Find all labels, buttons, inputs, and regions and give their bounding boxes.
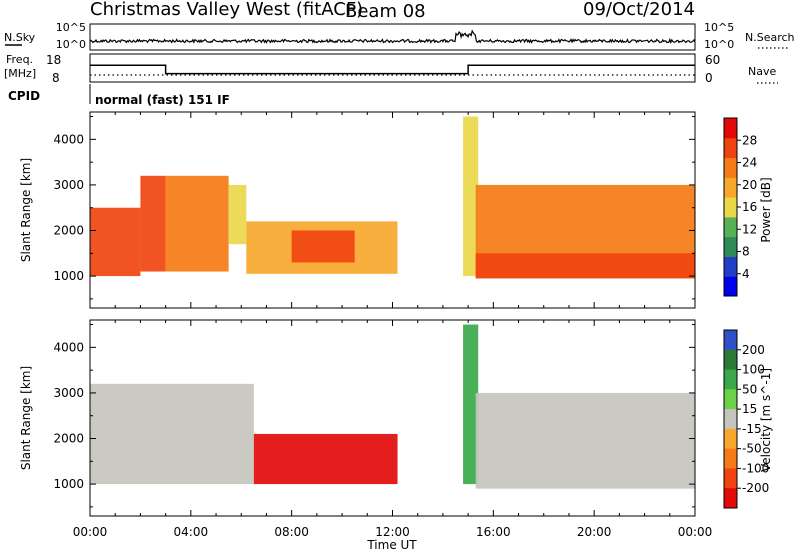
date-title: 09/Oct/2014 — [583, 0, 695, 20]
colorbar-segment — [724, 349, 737, 371]
colorbar-segment — [724, 468, 737, 489]
heatmap-cell — [475, 392, 695, 489]
colorbar-segment — [724, 369, 737, 390]
colorbar-tick-label: -15 — [742, 422, 762, 436]
colorbar-segment — [724, 428, 737, 450]
colorbar-segment — [724, 276, 737, 297]
y-tick-label: 3000 — [53, 386, 84, 400]
colorbar-segment — [724, 488, 737, 509]
colorbar-segment — [724, 118, 737, 139]
colorbar-segment — [724, 157, 737, 178]
y-tick-label: 1000 — [53, 477, 84, 491]
freq-trace — [90, 64, 695, 76]
heatmap-cell — [463, 116, 479, 277]
colorbar-segment — [724, 137, 737, 159]
heatmap-cell — [90, 207, 141, 277]
y-tick-label: 1000 — [53, 269, 84, 283]
nave-label: Nave — [748, 65, 776, 78]
colorbar-segment — [724, 177, 737, 198]
heatmap-cell — [291, 230, 355, 263]
y-tick-label: 4000 — [53, 132, 84, 146]
power-colorbar: 28 24 20 16 12 8 4 — [723, 117, 757, 297]
cpid-text: normal (fast) 151 IF — [95, 93, 230, 107]
power-heatmap — [90, 116, 695, 279]
heatmap-cell — [140, 175, 166, 272]
colorbar-tick-label: 20 — [742, 178, 757, 192]
colorbar-segment — [724, 216, 737, 238]
colorbar-segment — [724, 389, 737, 410]
noise-right-tick-bottom: 10^0 — [704, 38, 734, 51]
frequency-series — [90, 64, 695, 75]
heatmap-cell — [463, 324, 479, 485]
colorbar-frame — [723, 329, 738, 509]
x-axis-label: Time UT — [366, 538, 417, 552]
colorbar-tick-label: 28 — [742, 133, 757, 147]
beam-title: Beam 08 — [345, 1, 426, 22]
colorbar-tick-label: 12 — [742, 222, 757, 236]
colorbar-segment — [724, 409, 737, 430]
power-colorbar-label: Power [dB] — [759, 177, 773, 242]
noise-left-tick-top: 10^5 — [56, 21, 86, 34]
nave-tick-bottom: 0 — [705, 71, 713, 85]
cpid-label: CPID — [8, 89, 40, 103]
nsearch-label: N.Search — [745, 31, 795, 44]
heatmap-cell — [165, 175, 229, 272]
freq-label-2: [MHz] — [4, 67, 36, 80]
x-tick-label: 04:00 — [174, 525, 209, 539]
x-tick-label: 20:00 — [577, 525, 612, 539]
noise-series — [89, 29, 696, 45]
y-tick-label: 4000 — [53, 340, 84, 354]
x-tick-label: 00:00 — [73, 525, 108, 539]
heatmap-cell — [475, 253, 695, 279]
colorbar-tick-label: 4 — [742, 267, 750, 281]
nsky-label: N.Sky — [4, 31, 36, 44]
colorbar-tick-label: -100 — [742, 461, 769, 475]
station-title: Christmas Valley West (fitACF) — [90, 0, 363, 20]
y-tick-label: 2000 — [53, 432, 84, 446]
colorbar-tick-label: -50 — [742, 442, 762, 456]
noise-left-tick-bottom: 10^0 — [56, 38, 86, 51]
colorbar-tick-label: 8 — [742, 245, 750, 259]
freq-tick-top: 18 — [46, 53, 61, 67]
y-tick-label: 2000 — [53, 224, 84, 238]
nave-tick-top: 60 — [705, 53, 720, 67]
colorbar-segment — [724, 256, 737, 277]
colorbar-tick-label: 24 — [742, 156, 757, 170]
heatmap-cell — [253, 433, 398, 485]
x-tick-label: 08:00 — [274, 525, 309, 539]
colorbar-segment — [724, 330, 737, 351]
freq-tick-bottom: 8 — [52, 71, 60, 85]
y-tick-label: 3000 — [53, 178, 84, 192]
noise-strip-frame — [89, 23, 696, 51]
colorbar-tick-label: 100 — [742, 363, 765, 377]
x-tick-label: 00:00 — [678, 525, 713, 539]
colorbar-tick-label: 200 — [742, 343, 765, 357]
x-tick-label: 12:00 — [375, 525, 410, 539]
velocity-axes: 1000 2000 3000 4000 — [53, 324, 695, 508]
time-axis: 00:00 04:00 08:00 12:00 16:00 20:00 00:00 — [73, 112, 713, 539]
power-ylabel: Slant Range [km] — [19, 158, 33, 262]
colorbar-tick-label: 16 — [742, 200, 757, 214]
freq-label-1: Freq. — [6, 53, 33, 66]
colorbar-segment — [724, 197, 737, 218]
x-tick-label: 16:00 — [476, 525, 511, 539]
power-axes: 1000 2000 3000 4000 — [53, 116, 695, 300]
velocity-heatmap — [90, 324, 695, 489]
noise-trace — [89, 29, 696, 45]
velocity-ylabel: Slant Range [km] — [19, 366, 33, 470]
colorbar-tick-label: 50 — [742, 382, 757, 396]
velocity-colorbar: 200 100 50 15 -15 -50 -100 -200 — [723, 329, 769, 509]
colorbar-segment — [724, 236, 737, 257]
heatmap-cell — [228, 184, 247, 245]
velocity-colorbar-label: Velocity [m s^-1] — [759, 368, 773, 472]
colorbar-tick-label: -200 — [742, 481, 769, 495]
freq-strip-frame — [89, 53, 696, 83]
heatmap-cell — [90, 383, 254, 485]
colorbar-tick-label: 15 — [742, 402, 757, 416]
colorbar-segment — [724, 448, 737, 469]
noise-right-tick-top: 10^5 — [704, 21, 734, 34]
